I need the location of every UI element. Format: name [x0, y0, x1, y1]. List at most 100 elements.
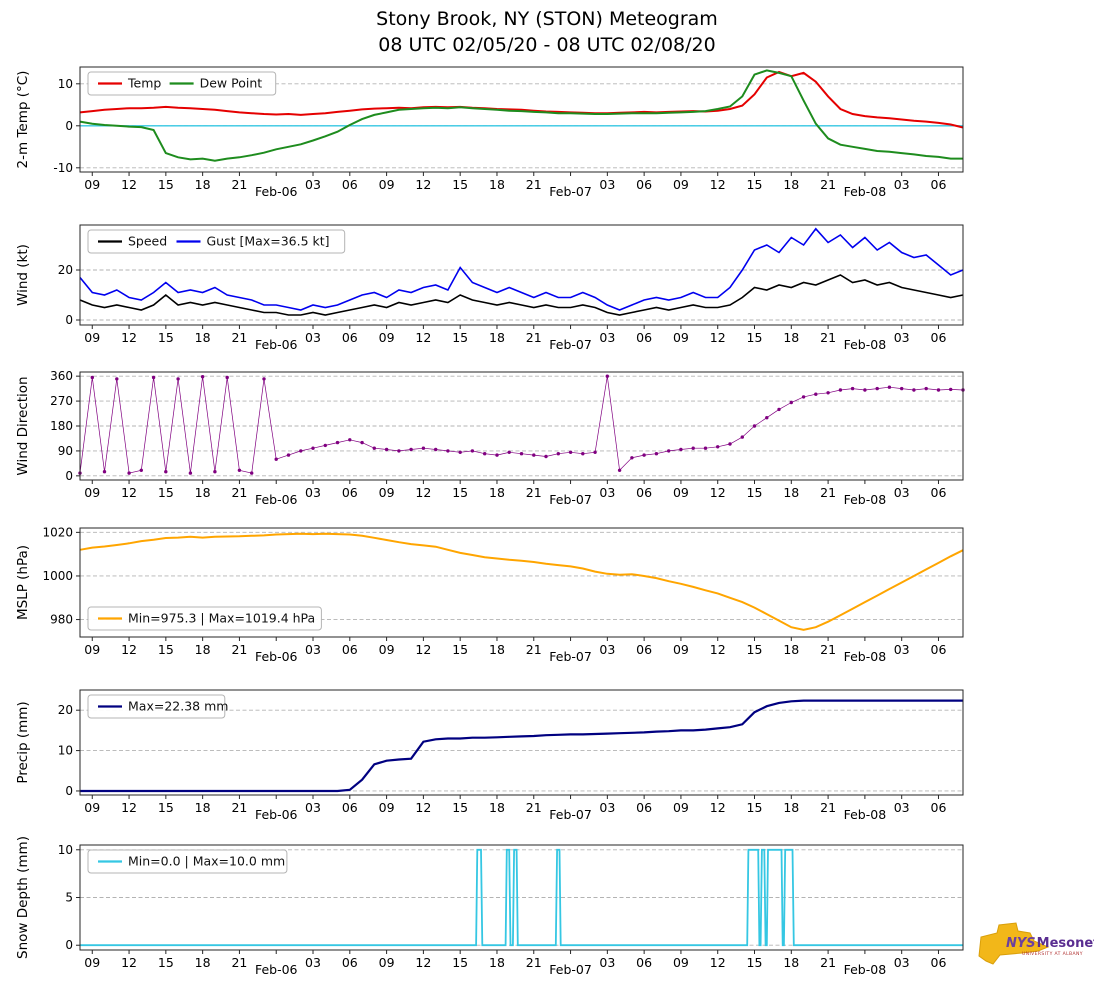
x-tick-label: 03	[305, 485, 321, 500]
x-tick-label: 15	[452, 955, 468, 970]
x-tick-label: 12	[121, 177, 137, 192]
x-tick-label: 15	[158, 485, 174, 500]
x-tick-label: 09	[673, 955, 689, 970]
x-tick-label: 18	[783, 800, 799, 815]
y-tick-label: 0	[65, 938, 73, 952]
x-tick-label: 21	[820, 330, 836, 345]
x-tick-label: 09	[673, 177, 689, 192]
series-precip	[80, 699, 963, 793]
plot-border	[79, 224, 964, 326]
legend-label: Gust [Max=36.5 kt]	[207, 234, 330, 249]
series-gust	[79, 227, 964, 311]
y-tick-label: 1020	[42, 525, 73, 539]
title-block: Stony Brook, NY (STON) Meteogram 08 UTC …	[0, 6, 1094, 57]
panel-snow-depth: 0 5 10 09 12 15 18 21 Feb-06 03 06 09 12 15 18 21 Feb-07…	[15, 836, 964, 977]
x-tick-label: 15	[452, 800, 468, 815]
chart-title: Stony Brook, NY (STON) Meteogram	[376, 8, 718, 30]
chart-subtitle: 08 UTC 02/05/20 - 08 UTC 02/08/20	[378, 33, 716, 56]
data-marker	[286, 453, 291, 457]
x-tick-label: 15	[452, 642, 468, 657]
y-axis-label: Precip (mm)	[15, 701, 31, 783]
x-tick-label: Feb-08	[844, 184, 887, 199]
x-tick-label: 12	[121, 485, 137, 500]
panel-precip: 0 10 20 09 12 15 18 21 Feb-06 03 06 09 12 15 18 21 Feb-0…	[15, 689, 964, 822]
x-tick-label: 03	[305, 330, 321, 345]
x-tick-label: Feb-06	[255, 962, 298, 977]
x-tick-label: 03	[599, 485, 615, 500]
x-tick-label: 15	[747, 800, 763, 815]
x-tick-label: 15	[158, 177, 174, 192]
x-tick-label: 12	[121, 800, 137, 815]
x-tick-label: 12	[415, 177, 431, 192]
x-tick-label: 12	[710, 642, 726, 657]
plot-border	[79, 66, 964, 173]
x-tick-label: 06	[342, 330, 358, 345]
data-marker	[752, 424, 757, 428]
x-tick-label: 06	[931, 330, 947, 345]
x-tick-label: 21	[526, 642, 542, 657]
data-marker	[912, 388, 916, 392]
x-tick-label: 09	[379, 177, 395, 192]
x-tick-label: 09	[84, 642, 100, 657]
y-axis-label: Wind Direction	[15, 376, 31, 475]
data-marker	[789, 400, 793, 405]
legend-label: Min=975.3 | Max=1019.4 hPa	[128, 611, 315, 626]
data-marker	[642, 453, 646, 457]
data-marker	[667, 449, 671, 453]
data-marker	[691, 446, 695, 450]
data-marker	[470, 449, 475, 453]
plot-border	[79, 689, 964, 796]
x-tick-label: 03	[599, 330, 615, 345]
x-tick-label: 06	[636, 330, 652, 345]
data-marker	[728, 442, 732, 446]
data-marker	[250, 471, 254, 475]
x-tick-label: 15	[747, 485, 763, 500]
x-tick-label: Feb-08	[844, 962, 887, 977]
logo-text: NYSMesonet	[1006, 936, 1094, 951]
x-tick-label: 15	[158, 642, 174, 657]
x-tick-label: 12	[710, 177, 726, 192]
data-marker	[887, 385, 892, 389]
x-tick-label: 03	[894, 642, 910, 657]
panel-mslp: 980 1000 1020 09 12 15 18 21 Feb-06 03 06 09 12 15 18 2…	[15, 525, 964, 664]
data-marker	[617, 468, 622, 472]
x-tick-label: 09	[379, 330, 395, 345]
x-tick-label: 06	[931, 955, 947, 970]
x-tick-label: 18	[489, 330, 505, 345]
data-marker	[740, 435, 744, 439]
x-tick-label: Feb-08	[844, 649, 887, 664]
data-marker	[495, 453, 499, 457]
x-tick-label: 09	[84, 800, 100, 815]
x-tick-label: 06	[636, 955, 652, 970]
x-tick-label: 03	[305, 642, 321, 657]
x-tick-label: 03	[894, 955, 910, 970]
x-tick-label: 21	[820, 642, 836, 657]
x-tick-label: 18	[489, 642, 505, 657]
data-marker	[274, 457, 278, 461]
x-tick-label: 15	[452, 177, 468, 192]
x-tick-label: 21	[526, 330, 542, 345]
data-marker	[605, 374, 609, 378]
x-tick-label: 21	[231, 955, 247, 970]
x-tick-label: 06	[636, 485, 652, 500]
data-marker	[237, 468, 242, 472]
x-tick-label: 03	[894, 485, 910, 500]
x-tick-label: 21	[820, 485, 836, 500]
data-marker	[568, 450, 573, 454]
x-tick-label: 18	[195, 955, 211, 970]
data-marker	[188, 471, 193, 475]
logo-tagline: UNIVERSITY AT ALBANY	[1022, 952, 1083, 957]
x-tick-label: 18	[783, 955, 799, 970]
x-tick-label: 09	[84, 177, 100, 192]
x-tick-label: 18	[783, 330, 799, 345]
series-mslp	[79, 532, 964, 631]
data-marker	[200, 375, 205, 379]
x-tick-label: 09	[673, 330, 689, 345]
x-tick-label: Feb-06	[255, 649, 298, 664]
x-tick-label: 18	[195, 330, 211, 345]
x-tick-label: 03	[894, 330, 910, 345]
x-tick-label: 03	[305, 177, 321, 192]
x-tick-label: 03	[305, 955, 321, 970]
series-wind-direction	[79, 376, 964, 474]
